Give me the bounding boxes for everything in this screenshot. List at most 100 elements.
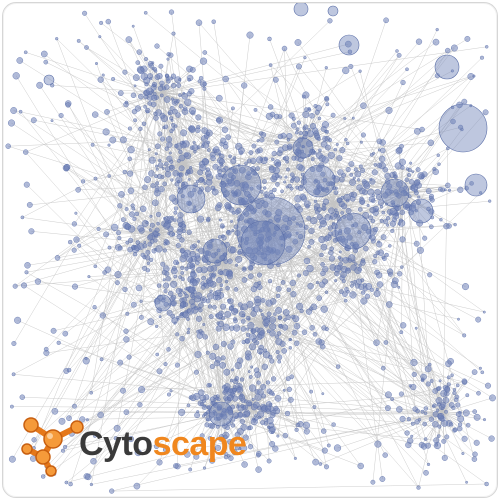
network-node bbox=[386, 223, 390, 227]
network-node bbox=[250, 157, 257, 165]
network-node bbox=[216, 248, 221, 253]
network-node bbox=[79, 416, 86, 423]
network-node bbox=[269, 441, 276, 448]
network-node bbox=[452, 388, 457, 392]
network-graph[interactable] bbox=[3, 3, 497, 497]
network-node bbox=[330, 112, 336, 118]
network-node bbox=[280, 189, 284, 194]
network-node bbox=[321, 392, 325, 396]
network-node bbox=[465, 393, 470, 398]
network-node bbox=[320, 270, 326, 277]
network-node bbox=[196, 332, 204, 339]
network-node bbox=[353, 167, 358, 172]
network-node bbox=[241, 340, 246, 345]
network-node bbox=[219, 283, 224, 288]
network-node bbox=[133, 482, 141, 490]
network-node bbox=[276, 434, 280, 438]
network-node bbox=[215, 295, 221, 301]
network-node bbox=[248, 205, 254, 211]
network-node bbox=[238, 394, 245, 401]
network-node bbox=[445, 47, 451, 54]
network-node bbox=[197, 215, 205, 223]
network-node bbox=[342, 291, 348, 297]
network-node bbox=[107, 245, 112, 250]
network-node bbox=[397, 271, 403, 277]
network-node bbox=[178, 165, 185, 172]
network-node bbox=[417, 195, 421, 199]
network-node bbox=[451, 405, 456, 410]
network-node bbox=[156, 221, 160, 226]
network-node bbox=[233, 317, 237, 321]
network-node bbox=[299, 308, 304, 313]
network-node bbox=[202, 86, 207, 91]
network-node bbox=[234, 431, 241, 438]
network-node bbox=[197, 79, 202, 83]
network-node bbox=[215, 94, 223, 102]
network-node bbox=[230, 190, 235, 194]
network-node bbox=[363, 182, 371, 190]
network-node bbox=[375, 272, 383, 279]
network-node bbox=[462, 333, 467, 338]
network-node bbox=[64, 480, 69, 485]
network-node bbox=[386, 183, 393, 190]
network-node bbox=[175, 242, 181, 248]
network-node bbox=[273, 405, 279, 411]
network-node bbox=[391, 202, 396, 207]
network-node bbox=[426, 206, 431, 212]
network-node bbox=[132, 74, 140, 82]
network-node bbox=[242, 183, 250, 190]
network-node bbox=[385, 106, 393, 114]
network-node bbox=[176, 228, 183, 235]
network-node bbox=[319, 252, 324, 258]
network-node bbox=[193, 205, 197, 209]
network-node bbox=[294, 427, 299, 432]
network-node bbox=[461, 452, 465, 456]
network-node bbox=[341, 279, 346, 283]
network-node bbox=[245, 315, 251, 321]
network-node bbox=[375, 287, 379, 291]
network-node bbox=[317, 116, 322, 121]
network-node bbox=[176, 172, 181, 176]
network-node bbox=[157, 131, 163, 137]
network-node bbox=[143, 57, 148, 62]
network-node bbox=[303, 124, 309, 130]
network-node bbox=[166, 57, 170, 61]
network-node bbox=[432, 403, 437, 408]
network-node bbox=[133, 118, 138, 123]
network-node bbox=[352, 259, 356, 264]
network-node bbox=[461, 378, 468, 385]
network-node bbox=[455, 383, 460, 388]
network-node bbox=[329, 264, 337, 271]
network-node bbox=[172, 218, 177, 222]
network-node bbox=[227, 298, 234, 305]
network-node bbox=[246, 171, 251, 176]
network-node bbox=[284, 175, 288, 179]
network-node bbox=[141, 121, 147, 127]
network-node bbox=[231, 308, 239, 315]
network-node bbox=[395, 49, 399, 53]
network-node bbox=[336, 155, 343, 162]
network-node bbox=[341, 203, 348, 210]
network-node bbox=[222, 269, 230, 276]
network-node bbox=[127, 146, 135, 154]
network-node bbox=[410, 421, 415, 426]
network-node bbox=[96, 226, 101, 231]
network-node bbox=[398, 218, 403, 223]
network-node bbox=[467, 73, 475, 80]
network-node bbox=[361, 290, 366, 295]
network-node bbox=[298, 234, 304, 240]
network-node bbox=[276, 354, 283, 361]
network-node bbox=[149, 214, 153, 218]
network-node bbox=[399, 330, 404, 335]
network-node bbox=[162, 278, 166, 282]
network-node bbox=[178, 408, 186, 416]
network-node bbox=[131, 24, 135, 28]
network-node bbox=[202, 323, 206, 327]
network-node bbox=[58, 417, 66, 425]
network-node bbox=[291, 329, 298, 336]
network-node bbox=[261, 363, 268, 370]
network-node bbox=[234, 415, 238, 420]
network-node bbox=[182, 301, 186, 305]
network-node bbox=[26, 201, 33, 208]
